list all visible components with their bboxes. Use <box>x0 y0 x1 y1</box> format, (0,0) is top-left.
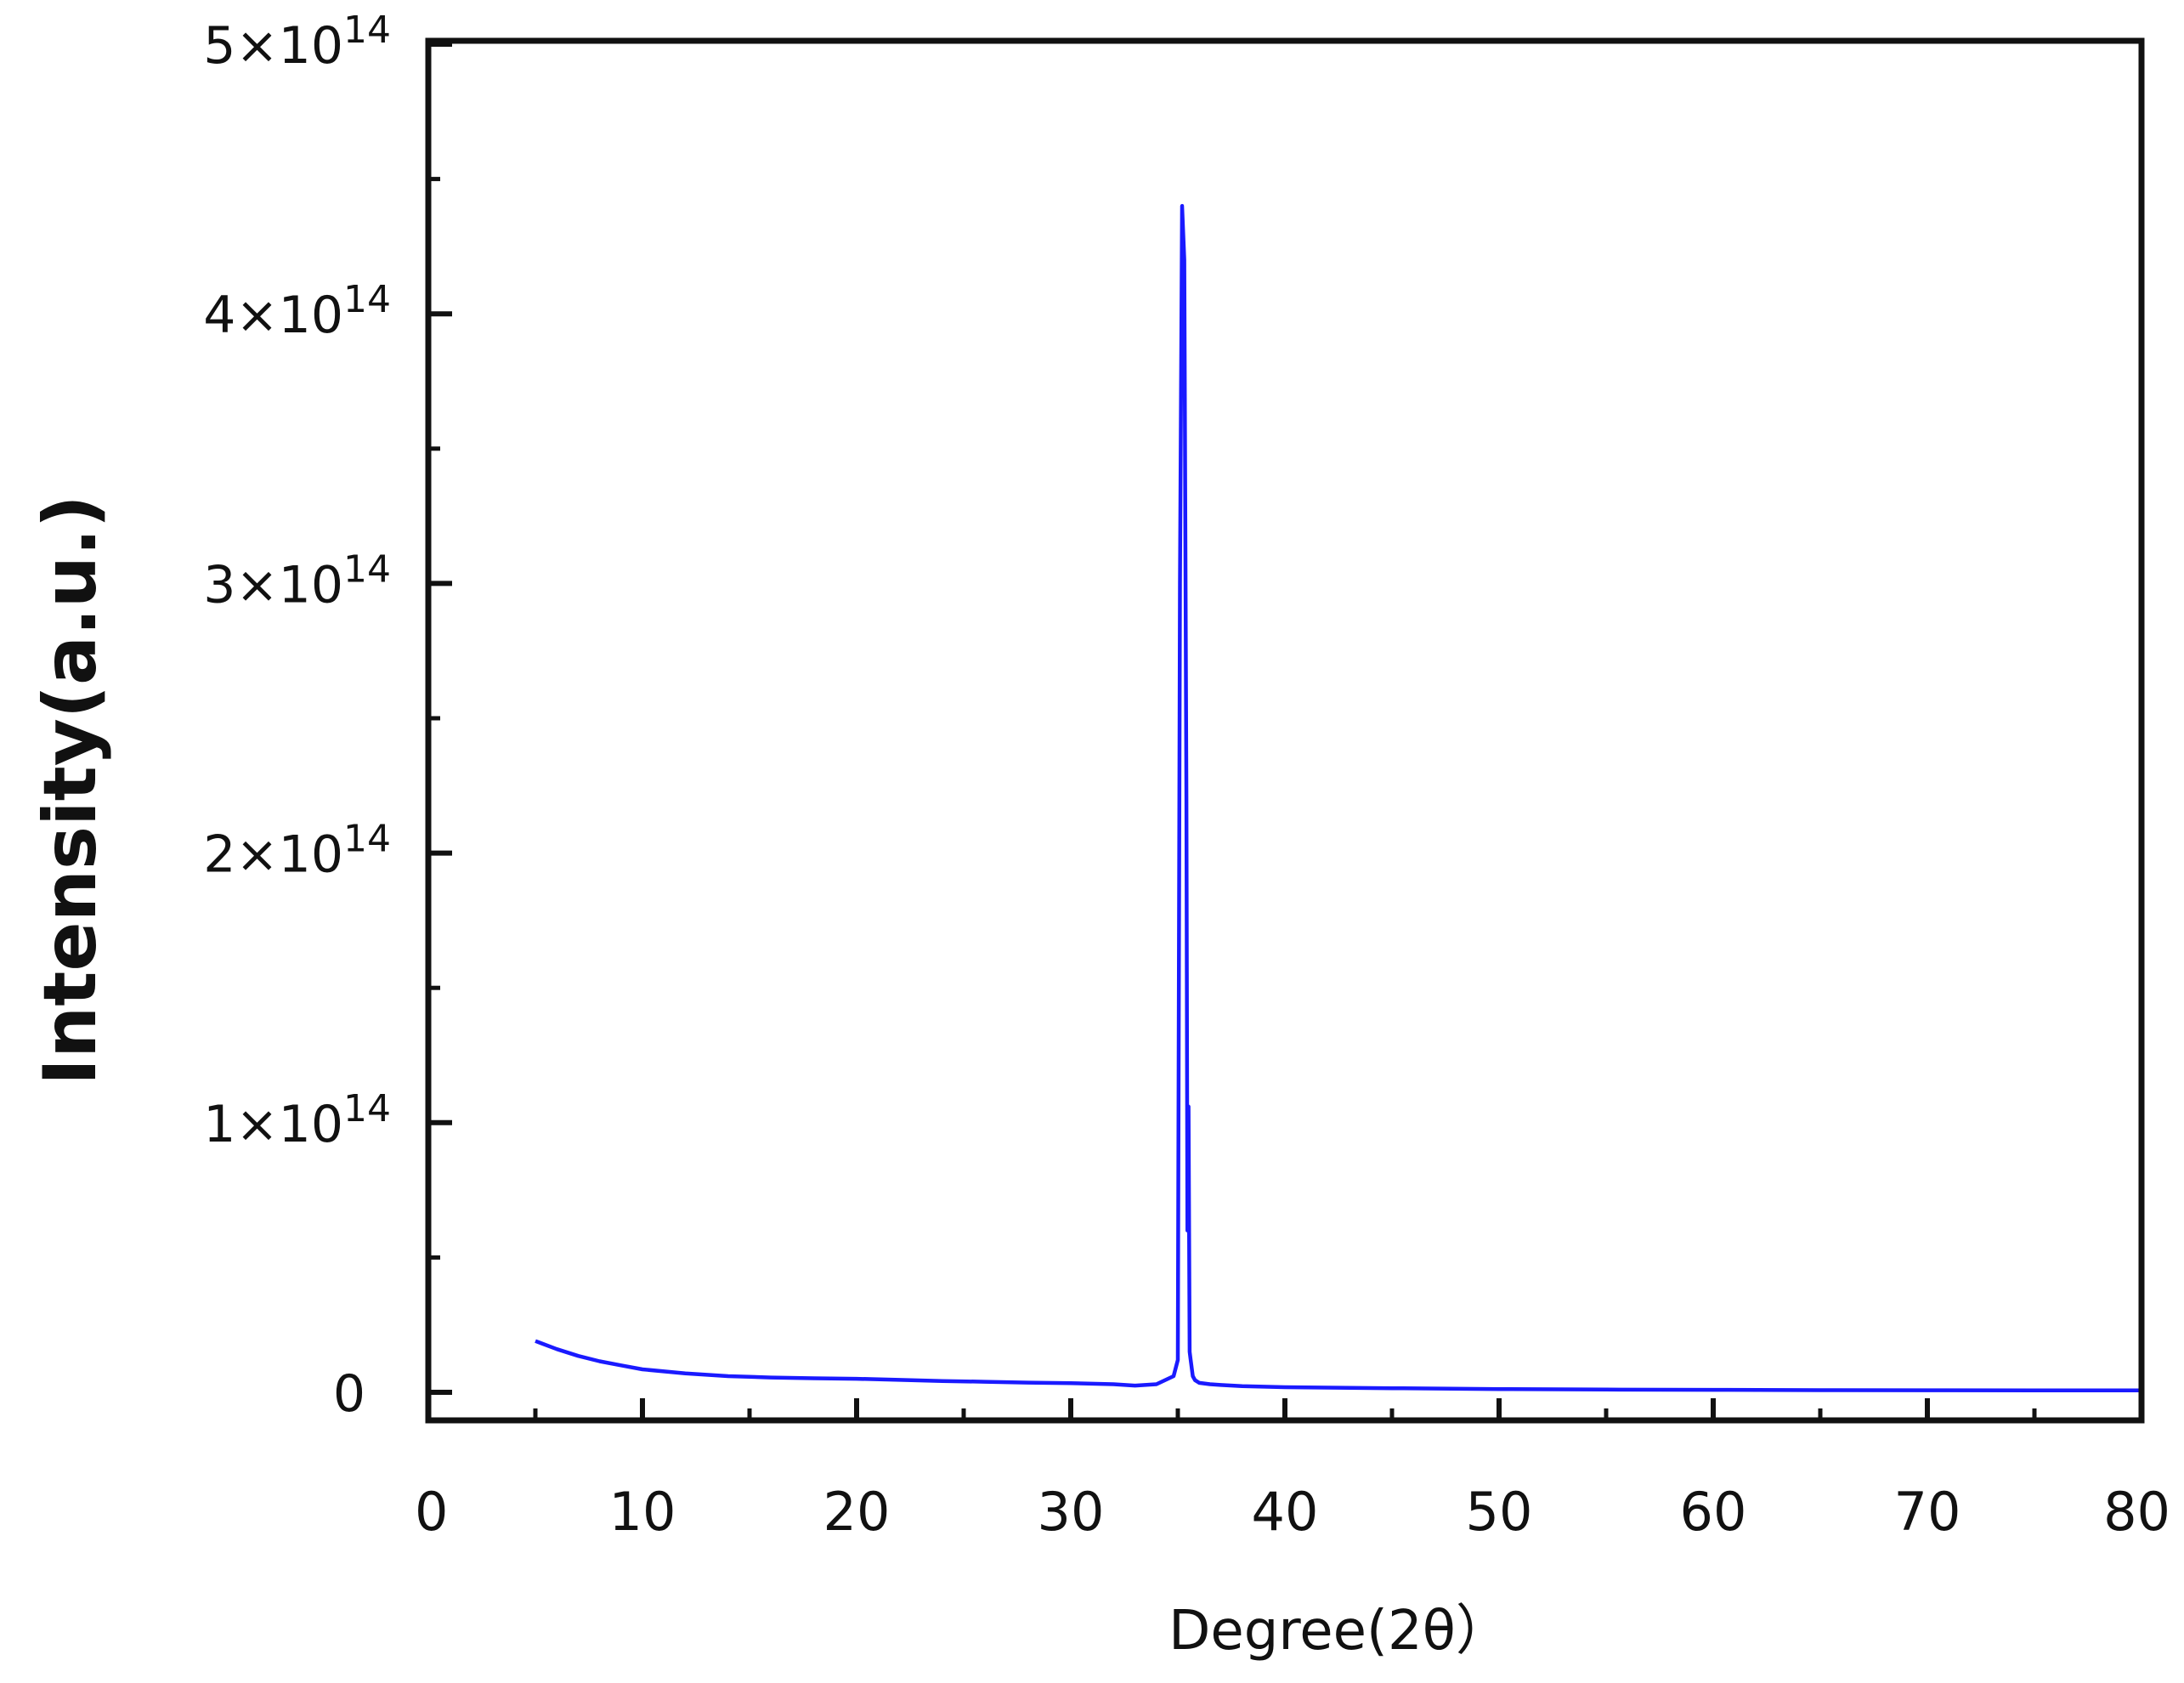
x-tick-label: 20 <box>823 1481 891 1543</box>
y-tick-label: 4×1014 <box>203 278 391 345</box>
y-tick-exponent: 14 <box>343 818 391 861</box>
y-tick-exponent: 14 <box>343 547 391 591</box>
y-tick-label: 3×1014 <box>203 547 391 615</box>
x-tick-label: 30 <box>1038 1481 1105 1543</box>
y-tick-mantissa: 5×10 <box>203 16 343 76</box>
y-tick-mantissa: 4×10 <box>203 286 343 345</box>
y-tick-label: 1×1014 <box>203 1087 391 1154</box>
y-tick-mantissa: 2×10 <box>203 825 343 885</box>
x-axis-ticks: 0 10 20 30 40 50 60 70 80 <box>415 1398 2170 1543</box>
y-tick-exponent: 14 <box>343 278 391 321</box>
x-tick-label: 50 <box>1466 1481 1533 1543</box>
x-tick-label: 80 <box>2103 1481 2170 1543</box>
x-tick-label: 60 <box>1680 1481 1747 1543</box>
y-tick-mantissa: 3×10 <box>203 555 343 615</box>
x-tick-label: 10 <box>609 1481 676 1543</box>
y-tick-exponent: 14 <box>343 1087 391 1130</box>
y-tick-label: 2×1014 <box>203 818 391 885</box>
x-tick-label: 40 <box>1252 1481 1319 1543</box>
y-tick-label: 0 <box>333 1364 365 1424</box>
x-tick-label: 0 <box>415 1481 448 1543</box>
plot-frame <box>425 37 2145 1424</box>
y-tick-mantissa: 1×10 <box>203 1095 343 1154</box>
intensity-series-line <box>535 204 2142 1393</box>
y-axis-label: Intensity(a.u.) <box>28 495 113 1085</box>
x-tick-label: 70 <box>1894 1481 1961 1543</box>
y-tick-exponent: 14 <box>343 8 391 52</box>
x-axis-label: Degree(2θ） <box>1168 1600 1510 1663</box>
y-tick-label: 5×1014 <box>203 8 391 76</box>
